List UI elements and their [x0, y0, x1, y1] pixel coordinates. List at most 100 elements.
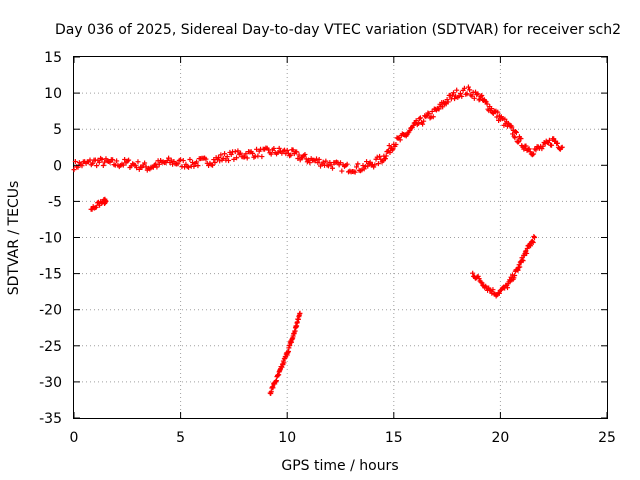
data-point	[520, 258, 526, 264]
y-tick-label: -35	[39, 411, 62, 427]
data-point	[134, 165, 140, 171]
data-point	[415, 121, 421, 127]
data-point	[516, 139, 522, 145]
data-point	[90, 160, 96, 166]
data-point	[142, 160, 148, 166]
data-point	[244, 155, 250, 161]
x-tick-label: 5	[176, 430, 185, 446]
data-point	[326, 163, 332, 169]
data-point	[168, 157, 174, 163]
data-point	[465, 84, 471, 90]
data-point	[103, 198, 109, 204]
data-point	[139, 164, 145, 170]
y-tick-label: -5	[48, 194, 62, 210]
data-point	[323, 158, 329, 164]
data-point	[316, 157, 322, 163]
data-point	[353, 164, 359, 170]
data-point	[102, 159, 108, 165]
data-point	[372, 162, 378, 168]
data-point	[511, 275, 517, 281]
data-point	[344, 161, 350, 167]
data-point	[100, 162, 106, 168]
data-point	[93, 204, 99, 210]
y-tick-label: -15	[39, 267, 62, 283]
data-point	[220, 155, 226, 161]
data-point	[114, 158, 120, 164]
data-point	[442, 100, 448, 106]
data-point	[79, 163, 85, 169]
data-point	[212, 159, 218, 165]
y-tick-label: 5	[53, 122, 62, 138]
data-point	[154, 164, 160, 170]
data-point	[191, 163, 197, 169]
data-point	[135, 159, 141, 165]
data-point	[512, 135, 518, 141]
y-tick-label: -25	[39, 339, 62, 355]
data-point	[224, 154, 230, 160]
data-point	[476, 276, 482, 282]
data-point	[72, 158, 78, 164]
data-point	[166, 155, 172, 161]
data-point	[467, 87, 473, 93]
data-point	[513, 129, 519, 135]
data-point	[549, 142, 555, 148]
data-point	[178, 157, 184, 163]
series-steep-arc	[267, 310, 303, 397]
data-point	[426, 111, 432, 117]
data-point	[120, 162, 126, 168]
data-point	[559, 144, 565, 150]
data-point	[250, 150, 256, 156]
data-point	[330, 165, 336, 171]
data-point	[423, 114, 429, 120]
series-late-arc	[470, 234, 538, 299]
data-point	[449, 92, 455, 98]
data-point	[259, 154, 265, 160]
data-point	[107, 159, 113, 165]
data-point	[294, 149, 300, 155]
data-point	[513, 129, 519, 135]
series-short-arc-early	[88, 196, 109, 212]
data-point	[524, 250, 530, 256]
data-point	[457, 90, 463, 96]
data-point	[320, 159, 326, 165]
y-tick-label: -30	[39, 375, 62, 391]
data-point	[377, 153, 383, 159]
data-point	[226, 158, 232, 164]
data-point	[413, 118, 419, 124]
y-tick-label: -20	[39, 303, 62, 319]
data-point	[232, 149, 238, 155]
data-point	[122, 157, 128, 163]
data-point	[243, 151, 249, 157]
x-tick-label: 10	[278, 430, 296, 446]
data-point	[393, 141, 399, 147]
data-point	[527, 242, 533, 248]
data-point	[268, 151, 274, 157]
data-point	[445, 99, 451, 105]
data-point	[478, 279, 484, 285]
data-point	[440, 104, 446, 110]
data-point	[228, 152, 234, 158]
data-point	[531, 151, 537, 157]
data-point	[518, 136, 524, 142]
y-tick-label: 10	[44, 86, 62, 102]
data-point	[374, 154, 380, 160]
data-point	[238, 150, 244, 156]
data-point	[532, 235, 538, 240]
data-point	[450, 90, 456, 96]
data-point	[383, 153, 389, 159]
data-series-group	[71, 84, 565, 397]
data-point	[397, 137, 403, 143]
y-tick-label: 15	[44, 50, 62, 66]
data-point	[194, 159, 200, 165]
data-point	[477, 96, 483, 102]
data-point	[496, 290, 502, 296]
data-point	[382, 156, 388, 162]
x-tick-label: 20	[491, 430, 509, 446]
data-point	[143, 164, 149, 170]
data-point	[180, 158, 186, 164]
y-axis-label: SDTVAR / TECUs	[6, 181, 22, 296]
data-point	[523, 143, 529, 149]
grid	[74, 57, 607, 418]
data-point	[210, 162, 216, 168]
